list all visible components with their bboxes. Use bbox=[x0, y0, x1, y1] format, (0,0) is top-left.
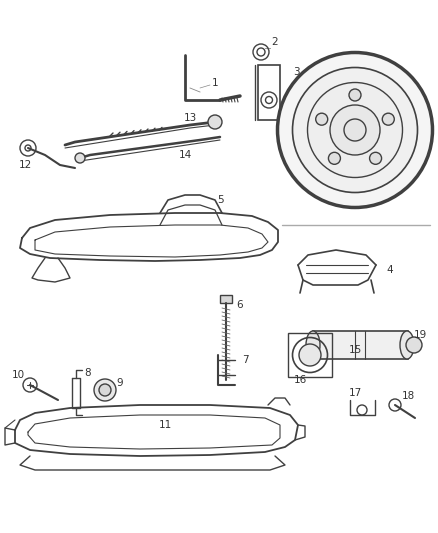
Text: 7: 7 bbox=[242, 355, 248, 365]
Ellipse shape bbox=[370, 152, 381, 164]
Ellipse shape bbox=[316, 113, 328, 125]
Text: 10: 10 bbox=[11, 370, 25, 380]
Ellipse shape bbox=[330, 105, 380, 155]
Bar bbox=[313, 331, 408, 359]
Text: 8: 8 bbox=[85, 368, 91, 378]
Ellipse shape bbox=[344, 119, 366, 141]
Bar bbox=[220, 295, 232, 303]
Text: 3: 3 bbox=[293, 67, 299, 77]
Text: 4: 4 bbox=[387, 265, 393, 275]
Ellipse shape bbox=[307, 83, 403, 177]
Text: 2: 2 bbox=[272, 37, 278, 47]
Ellipse shape bbox=[328, 152, 340, 164]
Circle shape bbox=[75, 153, 85, 163]
Text: 15: 15 bbox=[348, 345, 362, 355]
Ellipse shape bbox=[306, 331, 320, 359]
Text: 9: 9 bbox=[117, 378, 124, 388]
Circle shape bbox=[208, 115, 222, 129]
Text: 18: 18 bbox=[401, 391, 415, 401]
Ellipse shape bbox=[382, 113, 394, 125]
Ellipse shape bbox=[299, 344, 321, 366]
Circle shape bbox=[99, 384, 111, 396]
Ellipse shape bbox=[349, 89, 361, 101]
Text: 19: 19 bbox=[413, 330, 427, 340]
Text: 14: 14 bbox=[178, 150, 192, 160]
Text: 11: 11 bbox=[159, 420, 172, 430]
Text: 13: 13 bbox=[184, 113, 197, 123]
Text: 6: 6 bbox=[237, 300, 244, 310]
Text: 12: 12 bbox=[18, 160, 32, 170]
Ellipse shape bbox=[293, 68, 417, 192]
Ellipse shape bbox=[278, 52, 432, 207]
Circle shape bbox=[406, 337, 422, 353]
Text: 17: 17 bbox=[348, 388, 362, 398]
Circle shape bbox=[94, 379, 116, 401]
Text: 1: 1 bbox=[212, 78, 218, 88]
Text: 16: 16 bbox=[293, 375, 307, 385]
Text: 5: 5 bbox=[217, 195, 223, 205]
Ellipse shape bbox=[400, 331, 414, 359]
Bar bbox=[288, 333, 332, 377]
Bar bbox=[258, 65, 280, 120]
